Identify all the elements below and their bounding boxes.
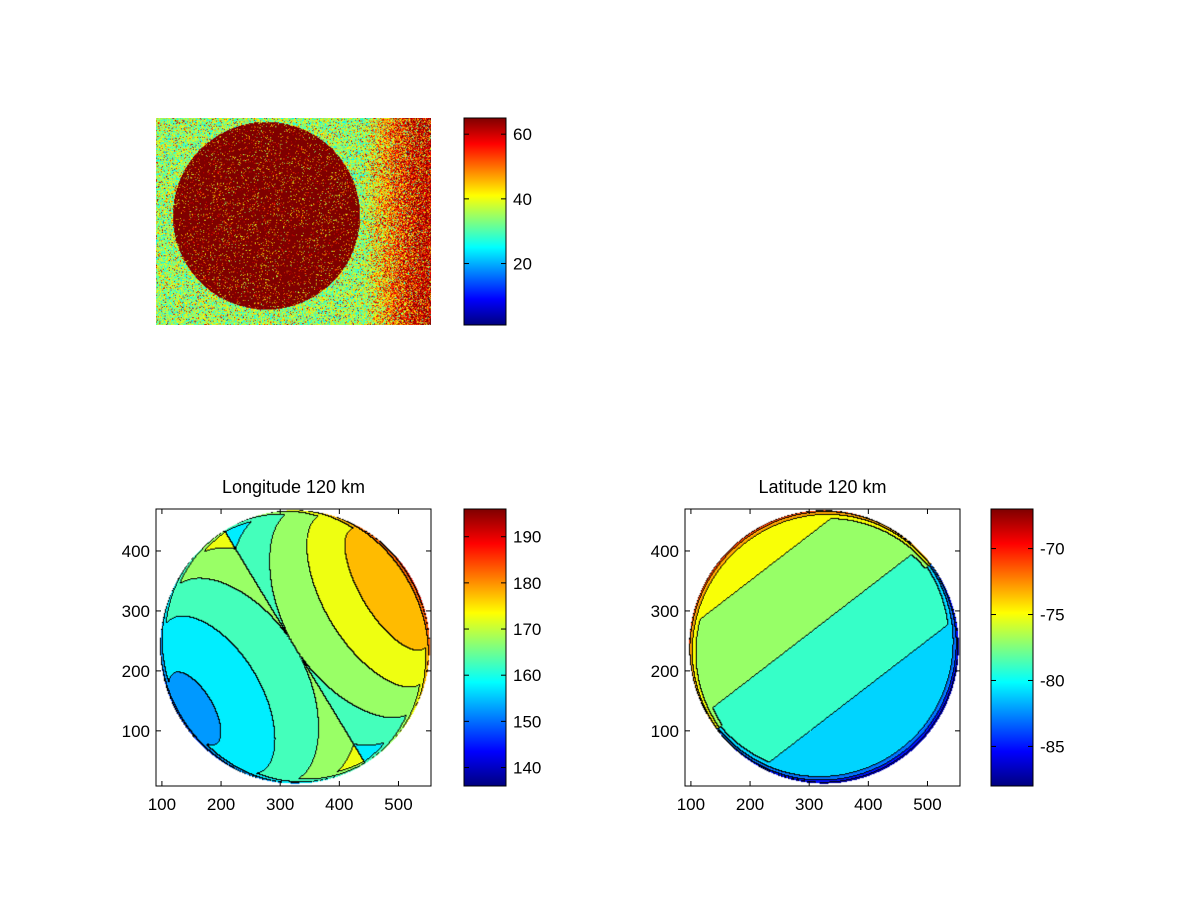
latitude-plot: 100 200 300 400 500 100 200 300 400 bbox=[651, 508, 961, 814]
y-tick-label: 300 bbox=[651, 602, 679, 621]
y-tick-label: 200 bbox=[122, 662, 150, 681]
colorbar-gradient bbox=[991, 509, 1033, 786]
colorbar-tick-label: -80 bbox=[1040, 671, 1065, 690]
colorbar-tick-label: -75 bbox=[1040, 606, 1065, 625]
colorbar-tick-label: 140 bbox=[513, 759, 541, 778]
y-tick-label: 200 bbox=[651, 662, 679, 681]
colorbar-tick-label: 170 bbox=[513, 620, 541, 639]
y-tick-label: 400 bbox=[651, 542, 679, 561]
x-tick-label: 500 bbox=[384, 795, 412, 814]
contour-field bbox=[156, 509, 431, 786]
longitude-colorbar: 140 150 160 170 180 190 bbox=[463, 508, 541, 787]
x-tick-label: 300 bbox=[795, 795, 823, 814]
colorbar-tick-label: 20 bbox=[513, 255, 532, 274]
x-tick-label: 200 bbox=[207, 795, 235, 814]
raw-image-plot bbox=[156, 118, 431, 325]
latitude-panel: Latitude 120 km 100 200 300 400 500 100 200 300… bbox=[651, 477, 1065, 814]
x-tick-label: 500 bbox=[913, 795, 941, 814]
y-tick-label: 100 bbox=[122, 722, 150, 741]
colorbar-tick-label: 150 bbox=[513, 712, 541, 731]
x-tick-label: 200 bbox=[736, 795, 764, 814]
latitude-colorbar: -85 -80 -75 -70 bbox=[990, 508, 1065, 787]
raw-image bbox=[156, 118, 431, 325]
raw-image-panel: 20 40 60 bbox=[156, 117, 532, 326]
raw-colorbar: 20 40 60 bbox=[463, 117, 532, 326]
colorbar-gradient bbox=[464, 509, 506, 786]
colorbar-frame bbox=[463, 117, 507, 326]
colorbar-tick-label: 160 bbox=[513, 666, 541, 685]
longitude-panel: Longitude 120 km 100 200 300 400 500 100 200 30… bbox=[122, 477, 542, 814]
y-tick-label: 400 bbox=[122, 542, 150, 561]
x-tick-label: 100 bbox=[677, 795, 705, 814]
colorbar-tick-label: 190 bbox=[513, 528, 541, 547]
x-tick-label: 400 bbox=[325, 795, 353, 814]
latitude-title: Latitude 120 km bbox=[758, 477, 886, 497]
colorbar-tick-label: -70 bbox=[1040, 540, 1065, 559]
axes-frame bbox=[155, 508, 432, 787]
colorbar-tick-label: 180 bbox=[513, 574, 541, 593]
x-tick-label: 300 bbox=[266, 795, 294, 814]
colorbar-frame bbox=[990, 508, 1034, 787]
colorbar-frame bbox=[463, 508, 507, 787]
colorbar-tick-label: -85 bbox=[1040, 737, 1065, 756]
colorbar-tick-label: 60 bbox=[513, 125, 532, 144]
y-tick-label: 100 bbox=[651, 722, 679, 741]
contour-field bbox=[685, 509, 960, 786]
axes-frame bbox=[684, 508, 961, 787]
colorbar-tick-label: 40 bbox=[513, 190, 532, 209]
x-tick-label: 400 bbox=[854, 795, 882, 814]
colorbar-gradient bbox=[464, 118, 506, 325]
longitude-title: Longitude 120 km bbox=[222, 477, 365, 497]
y-tick-label: 300 bbox=[122, 602, 150, 621]
longitude-plot: 100 200 300 400 500 100 200 300 400 bbox=[122, 508, 432, 814]
x-tick-label: 100 bbox=[148, 795, 176, 814]
